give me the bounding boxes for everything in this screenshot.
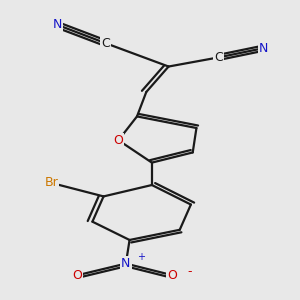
Text: O: O [113, 134, 123, 147]
Text: N: N [259, 42, 268, 55]
Text: O: O [167, 269, 177, 282]
Text: C: C [214, 51, 223, 64]
Text: N: N [121, 257, 130, 270]
Text: N: N [52, 18, 62, 31]
Text: C: C [101, 37, 110, 50]
Text: Br: Br [45, 176, 58, 190]
Text: O: O [73, 269, 82, 282]
Text: -: - [188, 265, 192, 278]
Text: +: + [137, 253, 146, 262]
